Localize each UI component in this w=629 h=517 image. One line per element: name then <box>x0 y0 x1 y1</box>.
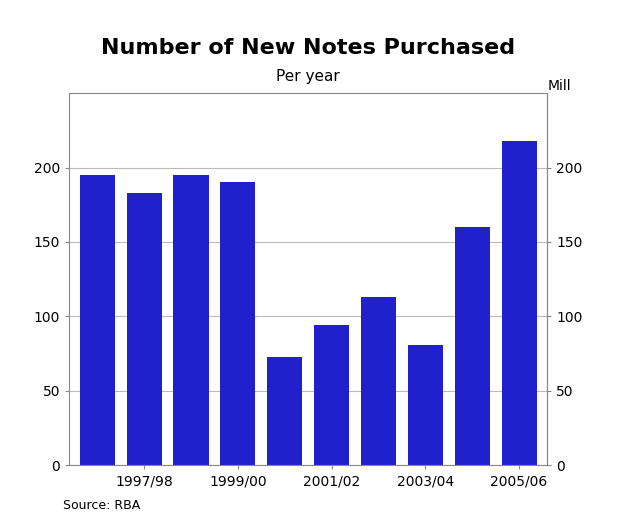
Bar <box>361 297 396 465</box>
Bar <box>220 183 255 465</box>
Text: Mill: Mill <box>547 79 571 93</box>
Bar <box>408 345 443 465</box>
Bar <box>126 193 162 465</box>
Bar <box>80 175 115 465</box>
Bar <box>267 357 303 465</box>
Bar <box>455 227 490 465</box>
Text: Source: RBA: Source: RBA <box>63 499 140 512</box>
Bar <box>501 141 537 465</box>
Text: Per year: Per year <box>276 69 340 84</box>
Title: Number of New Notes Purchased: Number of New Notes Purchased <box>101 38 515 58</box>
Bar <box>174 175 209 465</box>
Bar <box>314 325 349 465</box>
